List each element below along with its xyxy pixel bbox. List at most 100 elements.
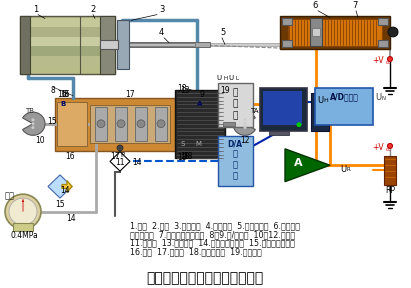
Bar xyxy=(315,88,373,125)
Text: 16: 16 xyxy=(65,152,75,161)
Circle shape xyxy=(388,57,393,61)
Bar xyxy=(55,98,215,151)
Text: 5: 5 xyxy=(220,28,225,37)
Text: 10: 10 xyxy=(35,136,45,145)
Bar xyxy=(269,131,289,135)
Bar xyxy=(129,43,195,46)
Bar xyxy=(175,90,225,158)
Circle shape xyxy=(388,27,398,37)
Text: A: A xyxy=(294,158,302,168)
Bar xyxy=(263,91,302,125)
Polygon shape xyxy=(285,149,330,182)
Text: 7: 7 xyxy=(352,1,358,10)
Bar xyxy=(218,83,253,127)
Circle shape xyxy=(32,118,35,121)
Circle shape xyxy=(9,198,37,225)
Text: A: A xyxy=(197,101,202,107)
Text: 15: 15 xyxy=(55,200,65,209)
Text: U: U xyxy=(228,75,233,81)
Bar xyxy=(22,27,113,37)
Polygon shape xyxy=(110,152,130,171)
Circle shape xyxy=(117,145,123,151)
Bar xyxy=(384,156,396,185)
Text: 16: 16 xyxy=(57,90,67,99)
Text: 14: 14 xyxy=(132,158,142,168)
Text: TA: TA xyxy=(250,108,259,114)
Bar xyxy=(22,37,113,46)
Text: U: U xyxy=(375,93,381,102)
Text: 12: 12 xyxy=(240,136,249,145)
Text: cc: cc xyxy=(386,147,392,152)
Text: TB: TB xyxy=(25,108,34,114)
Text: 11: 11 xyxy=(115,158,125,168)
Text: 驱: 驱 xyxy=(232,88,238,97)
Text: +V: +V xyxy=(372,56,383,65)
Bar xyxy=(13,223,33,231)
Text: 9: 9 xyxy=(199,90,204,99)
Circle shape xyxy=(388,143,393,148)
Text: B: B xyxy=(60,101,65,107)
Text: 14: 14 xyxy=(66,215,76,223)
Text: 8: 8 xyxy=(51,86,55,95)
Bar xyxy=(22,18,113,27)
Text: 4: 4 xyxy=(159,28,164,37)
Text: L: L xyxy=(235,76,238,81)
Bar xyxy=(117,20,129,69)
Bar xyxy=(100,40,118,49)
Text: 17: 17 xyxy=(125,90,135,99)
Text: U: U xyxy=(340,165,346,174)
Bar xyxy=(282,40,292,48)
Bar xyxy=(195,43,290,46)
Text: 18: 18 xyxy=(177,84,187,93)
Bar xyxy=(22,46,113,56)
Bar xyxy=(20,16,115,73)
Bar xyxy=(100,16,115,73)
Text: 器: 器 xyxy=(233,171,238,180)
Text: 1: 1 xyxy=(33,5,38,14)
Bar xyxy=(288,19,382,46)
Text: 18: 18 xyxy=(177,153,187,162)
Text: 14: 14 xyxy=(60,187,70,196)
Bar xyxy=(282,18,292,25)
Text: 16: 16 xyxy=(60,90,69,99)
Circle shape xyxy=(243,122,247,125)
Text: 3: 3 xyxy=(159,5,164,14)
Bar xyxy=(155,107,167,141)
Text: 1.气缸  2.活塞  3.直线轴承  4.气缸推杆  5.电位器滑杆  6.直滑式电: 1.气缸 2.活塞 3.直线轴承 4.气缸推杆 5.电位器滑杆 6.直滑式电 xyxy=(130,221,300,230)
Circle shape xyxy=(243,118,247,121)
Text: 18: 18 xyxy=(183,152,192,161)
Text: 11.进气孔  13.电磁线圈  14.电动比例调节阀  15.气源处理三联件: 11.进气孔 13.电磁线圈 14.电动比例调节阀 15.气源处理三联件 xyxy=(130,239,295,248)
Text: 动: 动 xyxy=(232,100,238,109)
Bar xyxy=(280,16,390,49)
Text: 换: 换 xyxy=(233,160,238,169)
Bar xyxy=(223,122,235,126)
Circle shape xyxy=(97,120,105,128)
Text: 器: 器 xyxy=(232,111,238,120)
Circle shape xyxy=(296,122,302,127)
Wedge shape xyxy=(23,112,45,135)
Circle shape xyxy=(243,126,247,129)
Text: 19: 19 xyxy=(220,86,230,95)
Bar xyxy=(22,56,113,66)
Circle shape xyxy=(32,126,35,129)
Text: M: M xyxy=(195,141,201,147)
Circle shape xyxy=(157,120,165,128)
Text: cc: cc xyxy=(386,60,392,65)
Bar xyxy=(310,18,322,46)
Bar xyxy=(260,88,307,131)
Text: R: R xyxy=(346,167,350,172)
Bar xyxy=(378,18,388,25)
Text: 8: 8 xyxy=(63,90,68,99)
Text: 16.阀心  17.阀心杆  18.电磁阀壳体  19.永久磁铁: 16.阀心 17.阀心杆 18.电磁阀壳体 19.永久磁铁 xyxy=(130,247,262,256)
FancyArrow shape xyxy=(62,181,72,192)
Text: 17: 17 xyxy=(110,152,120,161)
Text: S: S xyxy=(180,141,185,147)
Circle shape xyxy=(137,120,145,128)
Bar xyxy=(115,107,127,141)
Bar xyxy=(312,28,320,36)
Circle shape xyxy=(5,194,41,229)
Text: 6: 6 xyxy=(312,1,318,10)
Text: 13: 13 xyxy=(180,86,189,95)
Bar xyxy=(20,16,30,73)
Circle shape xyxy=(32,122,35,125)
